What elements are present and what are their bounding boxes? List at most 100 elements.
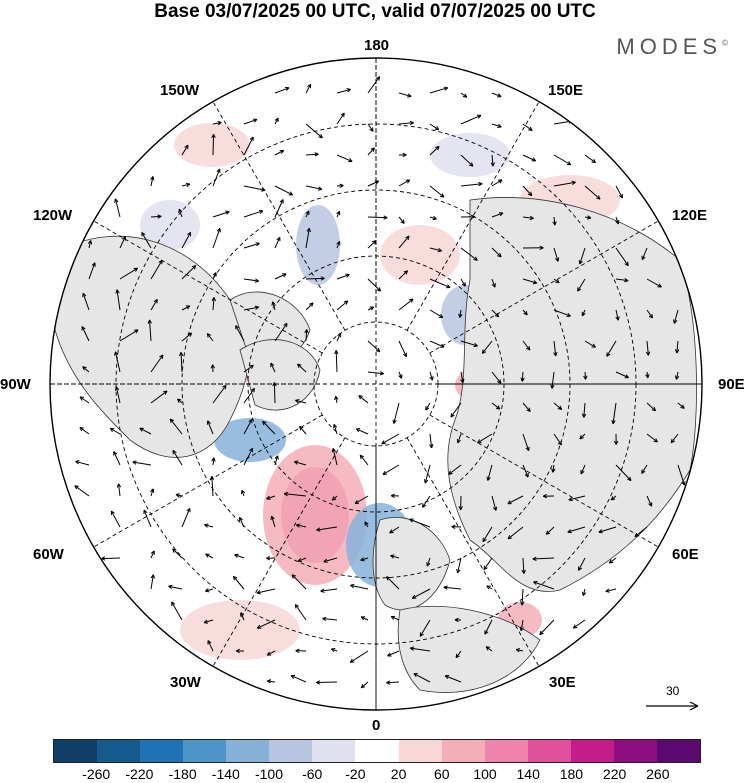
colorbar-swatch	[312, 740, 356, 762]
wind-vector	[551, 464, 556, 473]
wind-vector	[553, 180, 576, 187]
wind-vector	[381, 433, 400, 445]
wind-vector	[583, 371, 588, 380]
wind-vector	[179, 351, 184, 373]
wind-vector	[552, 216, 557, 226]
wind-vector	[88, 262, 96, 280]
modes-logo: MODES©	[616, 34, 728, 60]
label-120w: 120W	[33, 207, 73, 224]
wind-vector	[274, 117, 279, 125]
wind-vector	[204, 523, 214, 528]
wind-vector	[211, 297, 216, 311]
wind-vector	[491, 123, 502, 128]
colorbar-swatch	[656, 740, 700, 762]
anomaly-contour	[296, 205, 340, 285]
wind-vector	[238, 516, 245, 528]
wind-vector	[429, 309, 444, 319]
wind-vector	[274, 185, 294, 196]
wind-vector	[210, 364, 215, 373]
wind-vector	[367, 340, 381, 353]
wind-vector	[266, 556, 276, 561]
colorbar-swatch	[398, 740, 442, 762]
wind-vector	[398, 340, 407, 358]
wind-vector	[533, 580, 555, 590]
label-150e: 150E	[548, 82, 584, 99]
wind-vector	[243, 242, 260, 249]
wind-vector	[613, 433, 619, 445]
colorbar-swatch	[570, 740, 614, 762]
wind-vector	[115, 289, 121, 311]
wind-vector	[355, 428, 369, 435]
wind-vector	[360, 616, 369, 621]
wind-vector	[460, 154, 474, 167]
meridian-line	[406, 101, 540, 331]
wind-vector	[491, 179, 503, 187]
colorbar-tick-label: 260	[646, 766, 670, 782]
wind-vector	[584, 185, 601, 200]
colorbar-swatch	[140, 740, 184, 762]
wind-vector	[290, 674, 307, 683]
copyright-mark: ©	[722, 38, 728, 48]
wind-vector	[491, 309, 500, 318]
wind-vector	[610, 495, 617, 501]
wind-vector	[491, 371, 502, 384]
wind-vector	[454, 617, 462, 623]
wind-vector	[429, 215, 437, 221]
wind-vector	[458, 309, 463, 318]
wind-vector	[386, 576, 400, 590]
wind-vector	[367, 278, 382, 292]
wind-vector	[291, 574, 307, 590]
wind-vector	[611, 402, 617, 425]
wind-vector	[577, 557, 586, 571]
wind-vector	[243, 118, 258, 125]
wind-vector	[550, 371, 555, 389]
wind-vector	[553, 309, 571, 318]
wind-vector	[75, 460, 90, 466]
wind-vector	[429, 371, 434, 381]
label-120e: 120E	[672, 207, 708, 224]
wind-vector	[646, 433, 658, 443]
wind-vector	[359, 454, 369, 466]
wind-vector	[429, 123, 440, 131]
colorbar-tick-label: -60	[302, 766, 323, 782]
wind-vector	[386, 680, 400, 685]
colorbar-swatch	[226, 740, 270, 762]
wind-vector	[641, 464, 648, 474]
wind-vector	[211, 457, 216, 466]
map-title: Base 03/07/2025 00 UTC, valid 07/07/2025…	[154, 1, 596, 22]
wind-vector	[522, 340, 531, 351]
wind-vector	[409, 518, 431, 528]
wind-vector	[460, 181, 483, 187]
wind-vector	[82, 292, 90, 311]
colorbar-swatch	[355, 740, 399, 762]
wind-vector	[491, 278, 496, 288]
modes-logo-text: MODES	[616, 34, 723, 59]
wind-vector	[483, 557, 493, 571]
vector-scale-arrow	[646, 701, 699, 711]
wind-vector	[645, 340, 651, 356]
wind-vector	[646, 278, 662, 288]
wind-vector	[109, 427, 121, 435]
wind-vector	[81, 326, 90, 342]
wind-vector	[485, 646, 493, 652]
wind-vector	[507, 495, 524, 505]
label-60e: 60E	[672, 546, 699, 563]
wind-vector	[398, 152, 407, 158]
wind-vector	[150, 298, 158, 311]
wind-vector	[422, 495, 431, 508]
wind-vector	[171, 601, 183, 621]
wind-vector	[521, 557, 526, 574]
coastlines	[54, 197, 697, 693]
wind-vector	[336, 210, 341, 218]
meridian-line	[93, 220, 323, 354]
landmass	[54, 235, 250, 458]
wind-vector	[429, 340, 445, 348]
wind-vector	[336, 332, 342, 342]
wind-vector	[114, 351, 121, 373]
wind-vector	[367, 371, 385, 376]
wind-vector	[581, 588, 587, 597]
wind-vector	[274, 149, 285, 156]
wind-vector	[367, 215, 388, 220]
wind-vector	[181, 182, 191, 188]
wind-vector	[270, 515, 276, 528]
